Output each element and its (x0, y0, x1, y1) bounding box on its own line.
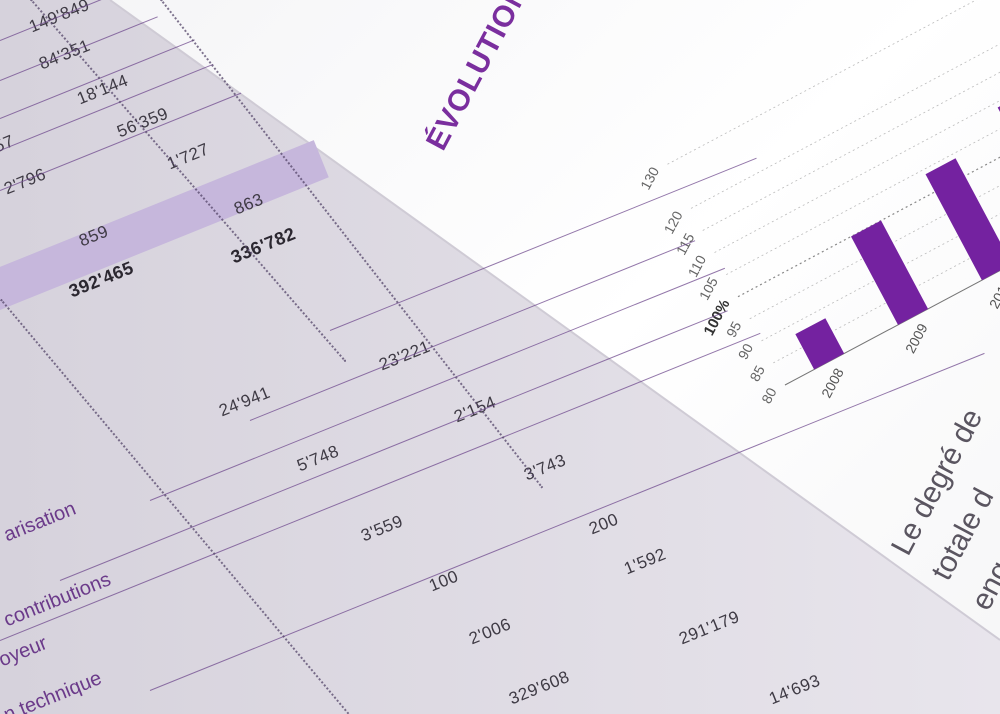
table-cell-b: 23'221 (376, 336, 434, 375)
y-tick-label-90: 90 (735, 341, 757, 362)
table-cell-a: 2'006 (466, 614, 514, 649)
y-tick-label-80: 80 (758, 385, 780, 406)
table-cell-a: 3'559 (358, 511, 406, 546)
table-cell-a: 329'608 (506, 666, 573, 709)
table-cell-b: 336'782 (228, 223, 299, 268)
bar-2010 (925, 158, 1000, 281)
table-cell-b: 1'592 (621, 544, 669, 579)
table-row-label: arisation (0, 497, 80, 547)
bar-2009 (851, 220, 929, 325)
table-cell-b: 1'727 (164, 139, 212, 174)
table-row-rule (329, 157, 757, 331)
bar-2008 (795, 318, 845, 370)
table-cell-a: 5'748 (294, 441, 342, 476)
category-axis (784, 269, 1000, 386)
table-row-label: oyeur (0, 632, 51, 672)
table-cell-b: 200 (586, 509, 622, 539)
table-row-rule (149, 352, 985, 691)
gridline-110 (714, 100, 1000, 253)
table-cell-a: 24'941 (216, 382, 274, 421)
table-row-rule (149, 267, 726, 501)
bar-series-3 (997, 106, 1000, 112)
table-row-rule (0, 332, 761, 641)
table-row-rule (0, 39, 195, 119)
table-column-divider (160, 0, 544, 489)
y-tick-label-95: 95 (723, 318, 745, 339)
gridline-95 (749, 185, 1000, 320)
table-cell-a: 2'796 (1, 164, 49, 199)
gridline-130 (667, 0, 977, 165)
table-row-label: n technique (0, 667, 105, 714)
gridline-115 (702, 71, 1000, 231)
table-cell-b: 84'351 (36, 35, 94, 74)
table-row-rule (0, 16, 158, 81)
table-cell-b: 291'179 (676, 606, 743, 649)
gridline-100 (737, 156, 1000, 298)
y-tick-label-85: 85 (746, 363, 768, 384)
gridline-105 (726, 128, 1000, 275)
table-cell-b: 14'693 (766, 670, 824, 709)
gridline-120 (690, 43, 1000, 209)
